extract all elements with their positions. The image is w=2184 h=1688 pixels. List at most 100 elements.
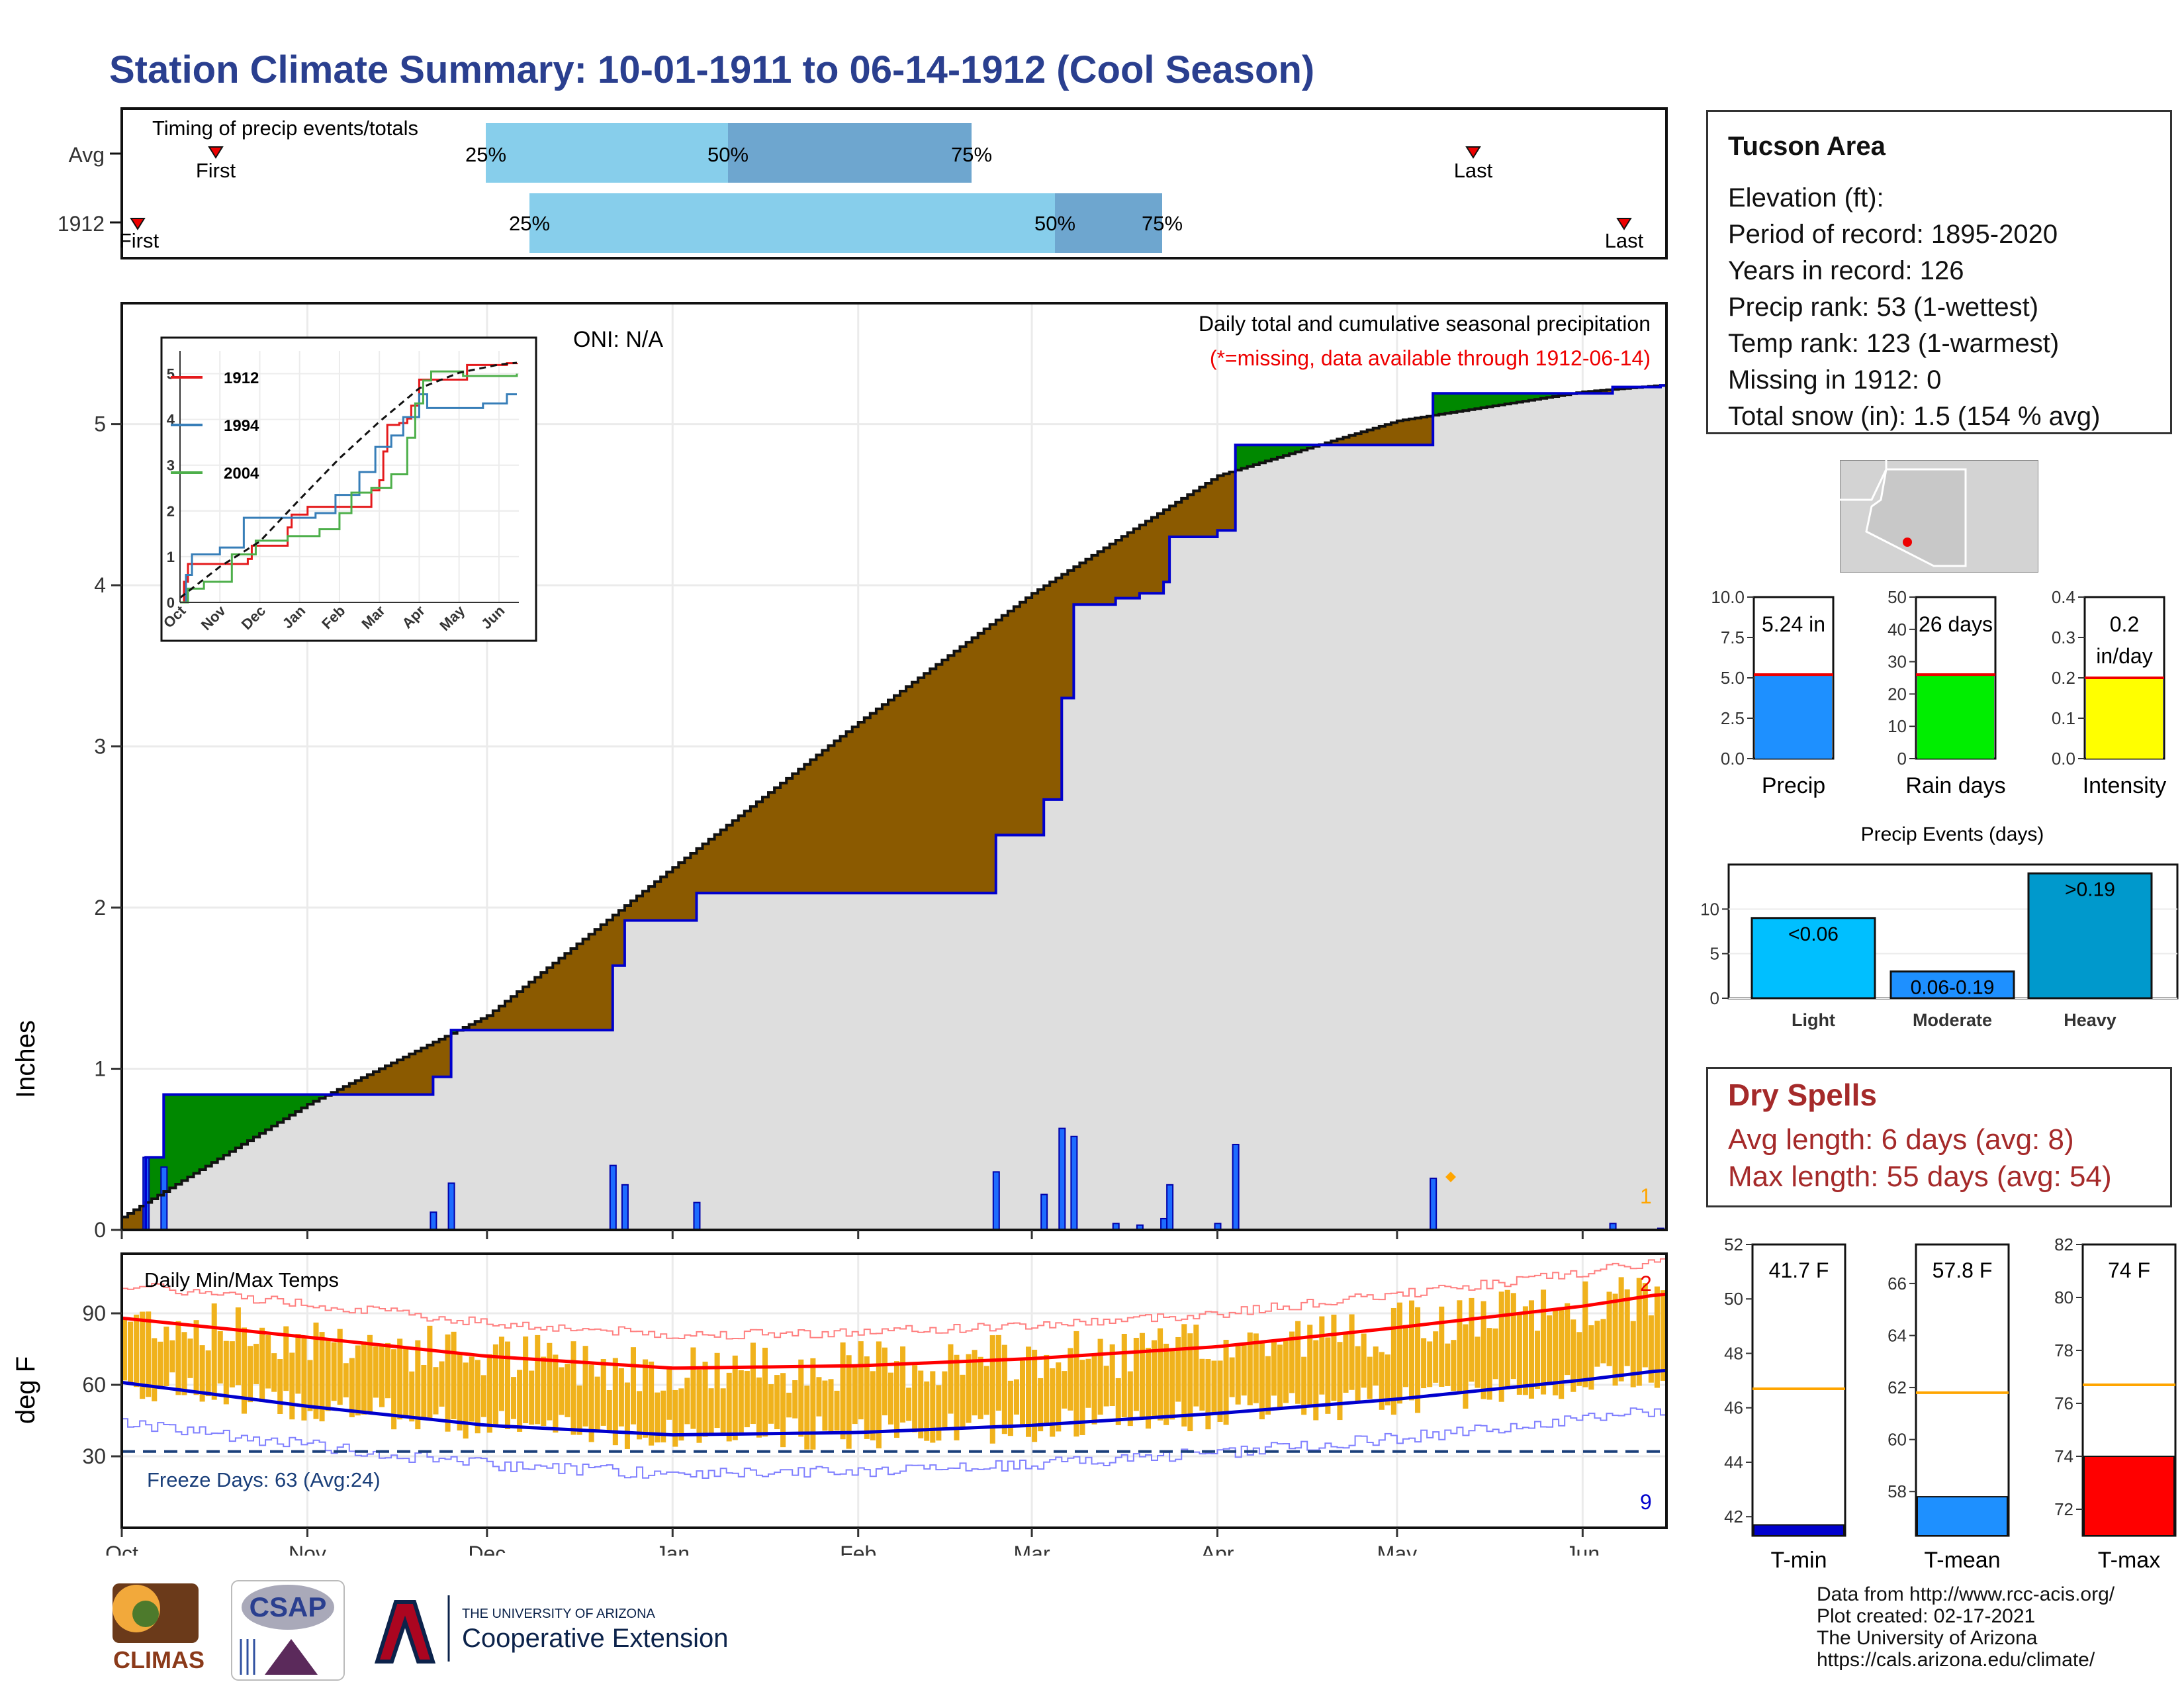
temp-range-bar <box>1175 1336 1181 1402</box>
y-tick-label: 2 <box>94 896 106 919</box>
tgauge-frame <box>1915 1243 2010 1537</box>
temp-range-bar <box>924 1381 930 1441</box>
daily-precip-bar <box>1058 1127 1066 1231</box>
avg-p50-label: 50% <box>707 143 749 166</box>
tgauge-tick-label: 74 <box>2054 1446 2073 1466</box>
temp-range-bar <box>1050 1368 1056 1437</box>
temp-range-bar <box>1056 1362 1062 1432</box>
events-bar <box>1889 970 2015 1000</box>
credit-line: https://cals.arizona.edu/climate/ <box>1817 1649 2095 1671</box>
snow-marker <box>1445 1172 1456 1182</box>
temp-range-bar <box>307 1360 313 1411</box>
timing-1912-bars <box>529 193 1162 253</box>
temp-range-bar <box>1565 1303 1570 1376</box>
temp-range-bar <box>804 1385 810 1450</box>
gauge-value-label: in/day <box>2096 644 2152 668</box>
temp-range-bar <box>152 1338 158 1401</box>
temp-range-bar <box>834 1390 840 1431</box>
x-tick-label: Jan <box>655 1542 690 1556</box>
temp-range-bar <box>1510 1293 1516 1380</box>
tgauge-tick-label: 82 <box>2054 1235 2073 1254</box>
temp-range-bar <box>786 1392 792 1418</box>
gauge-name: Precip <box>1762 773 1825 798</box>
tgauge-value-label: 57.8 F <box>1933 1258 1993 1282</box>
gauge-tick-label: 0.1 <box>2052 708 2075 728</box>
tgauge-frame <box>1751 1243 1846 1537</box>
temp-range-bar <box>1241 1345 1247 1396</box>
temp-range-bar <box>480 1375 486 1417</box>
temp-range-bar <box>1486 1328 1492 1400</box>
temp-range-bar <box>930 1371 936 1443</box>
temp-count-top: 2 <box>1640 1272 1652 1295</box>
temp-range-bar <box>1181 1324 1187 1427</box>
temp-range-bar <box>918 1370 924 1438</box>
avg-min-line <box>121 1368 1667 1437</box>
temp-range-bar <box>1289 1331 1295 1393</box>
temp-range-bar <box>576 1385 582 1435</box>
tgauge-tick-label: 48 <box>1724 1343 1743 1363</box>
avg-max-line <box>121 1292 1667 1370</box>
temp-range-bar <box>1541 1289 1547 1395</box>
tgauge-tick-label: 42 <box>1724 1507 1743 1526</box>
temp-range-bar <box>331 1342 337 1401</box>
station-info-box: Tucson Area Elevation (ft): Period of re… <box>1706 110 2172 434</box>
gauge-tick-label: 0.3 <box>2052 628 2075 647</box>
missing-count: 1 <box>1640 1184 1652 1208</box>
y-tick-label: 3 <box>94 735 106 759</box>
timing-avg-50-75-bar <box>728 123 972 183</box>
climas-logo: CLIMAS <box>113 1583 205 1673</box>
temp-range-bar <box>301 1336 307 1421</box>
temp-range-bar <box>1097 1338 1103 1415</box>
timing-label: Timing of precip events/totals <box>152 117 418 140</box>
temp-range-bar <box>954 1354 960 1440</box>
tgauge-tick-label: 76 <box>2054 1393 2073 1413</box>
temp-range-bar <box>1624 1289 1630 1366</box>
timing-avg-25-50-bar <box>486 123 728 183</box>
temp-range-bar <box>1013 1379 1019 1415</box>
tgauge-tick-label: 46 <box>1724 1398 1743 1418</box>
gauge-tick-label: 20 <box>1888 684 1907 704</box>
x-tick-label: Nov <box>289 1542 326 1556</box>
temp-range-bar <box>1402 1325 1408 1387</box>
tgauge-tick-label: 62 <box>1888 1378 1907 1397</box>
temp-range-bar <box>1480 1301 1486 1399</box>
avg-first-marker <box>208 146 224 159</box>
tgauge-fill-t-min <box>1753 1524 1844 1536</box>
temp-range-bar <box>1618 1277 1624 1382</box>
gauge-fill-intensity <box>2086 678 2163 759</box>
timing-1912-50-75-bar <box>1055 193 1162 253</box>
temp-range-bar <box>678 1388 684 1441</box>
x-tick-label: May <box>1377 1542 1417 1556</box>
temp-range-bar <box>726 1372 732 1442</box>
tgauge-name: T-max <box>2098 1548 2160 1573</box>
temp-range-bar <box>1127 1371 1133 1427</box>
temp-range-bar <box>295 1334 301 1394</box>
temp-range-bar <box>415 1340 421 1430</box>
temp-range-bar <box>1253 1333 1259 1403</box>
tgauge-tick-label: 80 <box>2054 1288 2073 1307</box>
temp-range-bar <box>828 1379 834 1434</box>
freeze-days-label: Freeze Days: 63 (Avg:24) <box>147 1468 381 1491</box>
timing-1912-25-50-bar <box>529 193 1055 253</box>
temp-range-bar <box>1247 1332 1253 1405</box>
temp-range-bar <box>553 1354 559 1433</box>
gauge-fill-precip <box>1755 674 1832 759</box>
x-tick-label: Feb <box>840 1542 876 1556</box>
temp-range-bar <box>1576 1332 1582 1386</box>
temp-range-bar <box>588 1364 594 1442</box>
1912-last-label: Last <box>1605 229 1644 252</box>
gauge-fill-rain-days <box>1917 675 1994 759</box>
temp-range-bar <box>229 1341 235 1387</box>
temp-range-bar <box>1325 1337 1331 1414</box>
tgauge-tick-label: 78 <box>2054 1340 2073 1360</box>
temp-range-bar <box>966 1354 972 1423</box>
y-tick-label: 5 <box>94 412 106 436</box>
events-bar <box>2027 872 2153 1000</box>
temp-range-bar <box>643 1359 649 1438</box>
temp-range-bar <box>1504 1289 1510 1389</box>
temp-range-bar <box>1223 1339 1229 1425</box>
1912-last-marker <box>1616 218 1632 230</box>
temp-range-bar <box>349 1358 355 1417</box>
y-tick-label: 60 <box>82 1373 106 1397</box>
inset-legend-label: 2004 <box>224 465 259 483</box>
